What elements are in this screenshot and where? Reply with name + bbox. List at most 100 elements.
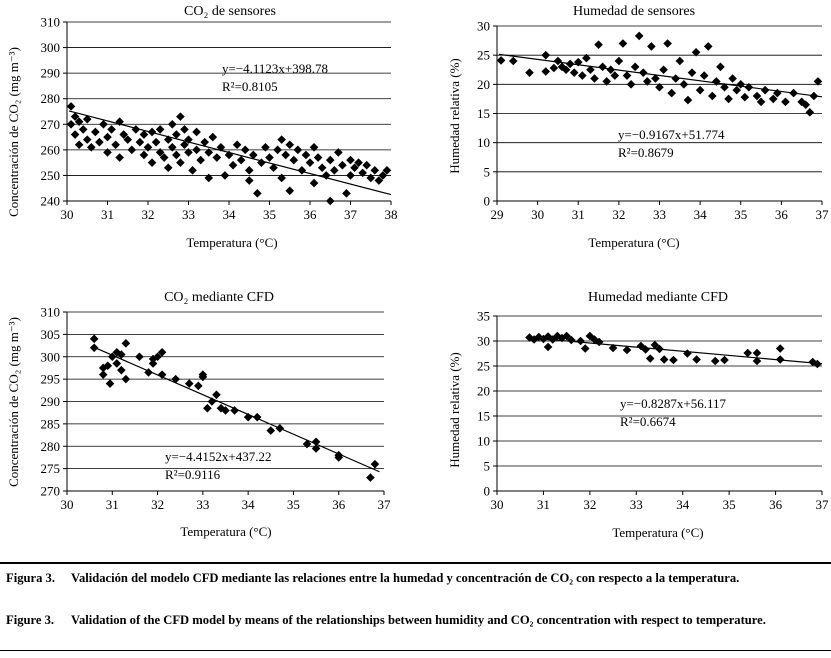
y-tick-label: 15: [477, 409, 490, 424]
data-point: [338, 160, 347, 170]
data-point: [354, 158, 363, 167]
data-point: [203, 403, 212, 413]
y-tick-label: 30: [477, 19, 490, 34]
chart-co2-sensors: 240 250 260 270 280 290 300 310 30 31 32 33 34 35 36 37…: [6, 4, 398, 250]
data-point: [671, 74, 681, 83]
x-tick-label: 33: [653, 207, 666, 222]
data-point: [266, 426, 276, 435]
data-point: [176, 112, 185, 121]
data-point: [321, 171, 331, 180]
data-point: [370, 166, 380, 175]
data-point: [638, 68, 648, 77]
data-point: [667, 88, 676, 98]
data-point: [728, 74, 737, 83]
data-point: [200, 137, 209, 147]
y-tick-label: 280: [41, 91, 61, 106]
data-point: [366, 473, 375, 482]
data-point: [121, 374, 131, 384]
data-point: [127, 145, 137, 155]
chart-humidity-cfd: 0 5 10 15 20 25 30 35 30 31 32 33 34 35 36 37 Humedad m…: [447, 290, 829, 540]
data-point: [346, 171, 355, 180]
data-point: [382, 166, 392, 175]
data-point: [171, 374, 180, 384]
data-point: [541, 50, 551, 60]
data-point: [172, 130, 181, 139]
x-tick-label: 31: [572, 207, 585, 222]
data-point: [659, 355, 669, 364]
data-point: [634, 31, 644, 41]
x-tick-label: 38: [385, 207, 398, 222]
data-point: [123, 135, 133, 144]
data-point: [285, 140, 295, 150]
chart-title: Humedad mediante CFD: [588, 290, 728, 305]
chart-title: CO₂ de sensores: [184, 4, 276, 19]
data-point: [813, 77, 823, 86]
data-point: [543, 342, 553, 352]
data-point: [732, 85, 741, 95]
data-point: [220, 171, 230, 180]
x-tick-label: 32: [151, 497, 164, 512]
data-point: [184, 379, 194, 388]
data-point: [163, 163, 173, 173]
caption-english: Figure 3. Validation of the CFD model by …: [6, 613, 824, 628]
chart-co2-cfd: 270 275 280 285 290 295 300 305 310 30 31 32 33 34 35 3…: [6, 290, 391, 539]
data-point: [121, 339, 131, 348]
data-point: [82, 135, 92, 144]
data-point: [212, 153, 222, 162]
data-point: [103, 132, 112, 142]
x-tick-label: 30: [531, 207, 544, 222]
data-point: [655, 82, 664, 92]
data-point: [139, 150, 149, 160]
data-point: [647, 42, 656, 51]
data-point: [208, 132, 218, 142]
data-point: [95, 137, 104, 147]
data-point: [243, 412, 253, 422]
data-point: [289, 155, 299, 165]
data-point: [374, 176, 384, 185]
data-point: [70, 112, 80, 121]
data-point: [768, 94, 778, 104]
y-tick-label: 285: [41, 416, 61, 431]
plot-area: 0 5 10 15 20 25 30 29 30 31 32 33 34 35 36 37: [477, 19, 829, 223]
data-point: [562, 331, 571, 341]
data-point: [610, 71, 620, 80]
x-tick-label: 35: [723, 497, 736, 512]
data-point: [801, 100, 811, 110]
data-point: [70, 130, 80, 139]
data-point: [198, 370, 208, 379]
data-point: [212, 390, 221, 400]
data-point: [650, 340, 660, 350]
data-point: [188, 166, 197, 175]
data-point: [683, 349, 692, 358]
data-point: [752, 348, 762, 358]
x-tick-label: 37: [816, 497, 830, 512]
data-point: [180, 140, 189, 150]
data-point: [350, 163, 359, 173]
data-point: [269, 163, 278, 173]
data-point: [805, 108, 815, 117]
trendline: [68, 110, 392, 196]
chart-humidity-sensors: 0 5 10 15 20 25 30 29 30 31 32 33 34 35 36 37 Humedad d…: [447, 4, 829, 250]
data-point: [692, 355, 701, 364]
data-point: [281, 150, 290, 160]
caption-label: Figura 3.: [6, 571, 55, 585]
x-tick-label: 35: [734, 207, 747, 222]
data-point: [366, 173, 376, 183]
data-point: [590, 74, 599, 83]
caption-top-rule: [0, 562, 831, 564]
data-point: [66, 102, 76, 111]
y-tick-label: 0: [484, 194, 491, 209]
data-point: [636, 341, 646, 351]
data-point: [82, 114, 92, 124]
chart-title: Humedad de sensores: [573, 4, 695, 19]
data-point: [117, 365, 126, 375]
data-point: [112, 359, 122, 368]
data-point: [112, 347, 122, 357]
data-point: [720, 355, 729, 365]
data-point: [358, 168, 367, 178]
data-point: [305, 158, 315, 167]
y-axis-label: Humedad relativa (%): [447, 58, 462, 174]
data-point: [155, 148, 165, 157]
data-point: [362, 160, 371, 170]
data-point: [159, 153, 169, 162]
